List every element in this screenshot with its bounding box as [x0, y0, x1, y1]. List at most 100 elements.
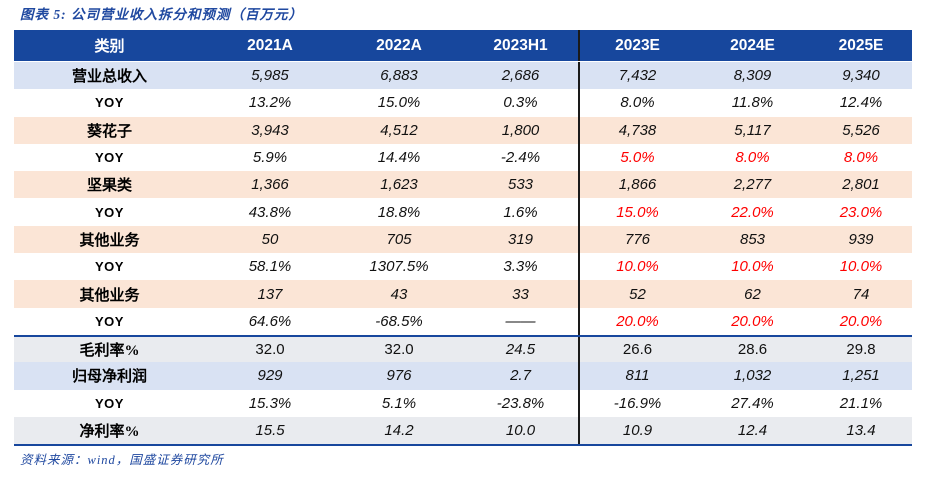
- row-label: YOY: [95, 259, 124, 275]
- table-cell: 6,883: [380, 67, 418, 85]
- row-label: 归母净利润: [71, 369, 147, 386]
- source-note: 资料来源：wind，国盛证券研究所: [20, 453, 224, 467]
- table-cell: 32.0: [384, 341, 414, 359]
- table-cell: 776: [624, 230, 651, 248]
- column-header-2023e: 2023E: [615, 36, 660, 54]
- row-label: YOY: [95, 204, 124, 220]
- table-cell: ——: [463, 307, 580, 335]
- table-cell: -2.4%: [463, 143, 580, 172]
- table-cell: 3,943: [251, 121, 289, 139]
- table-cell: 12.4: [737, 422, 768, 439]
- table-cell: 14.4%: [377, 149, 421, 167]
- table-row: 营业总收入 5,985 6,883 2,686 7,432 8,309 9,340: [14, 62, 912, 90]
- table-cell: 26.6: [622, 341, 653, 359]
- table-cell: 929: [257, 367, 283, 385]
- table-cell: 20.0%: [616, 312, 659, 330]
- table-cell: -68.5%: [375, 312, 423, 330]
- table-row: 毛利率% 32.0 32.0 24.5 26.6 28.6 29.8: [14, 334, 912, 363]
- table-header-row: 类别 2021A 2022A 2023H1 2023E 2024E 2025E: [14, 30, 912, 61]
- table-cell: 28.6: [737, 341, 768, 359]
- table-cell: 533: [463, 171, 580, 199]
- row-label: YOY: [95, 95, 124, 111]
- table-cell: 8.0%: [735, 149, 770, 167]
- table-cell: 62: [744, 285, 761, 303]
- table-cell: 5,985: [251, 67, 289, 85]
- table-cell: 2.7: [463, 362, 580, 390]
- table-cell: 20.0%: [731, 312, 774, 330]
- table-cell: 5.1%: [381, 394, 417, 412]
- table-cell: 2,277: [733, 176, 772, 194]
- table-cell: 43.8%: [248, 203, 292, 221]
- table-cell: 1.6%: [463, 198, 580, 226]
- table-cell: 8.0%: [843, 149, 879, 167]
- table-cell: 1,032: [733, 367, 772, 385]
- table-cell: 976: [386, 367, 412, 385]
- figure-title: 图表 5: 公司营业收入拆分和预测（百万元）: [20, 7, 303, 22]
- table-cell: 5,526: [842, 121, 880, 139]
- row-label: 净利率%: [79, 424, 140, 440]
- column-header-2025e: 2025E: [838, 36, 884, 54]
- table-row: 净利率% 15.5 14.2 10.0 10.9 12.4 13.4: [14, 416, 912, 445]
- table-cell: 33: [463, 280, 580, 308]
- table-cell: 10.9: [622, 422, 653, 439]
- table-cell: 7,432: [618, 67, 657, 85]
- table-cell: 52: [629, 285, 646, 303]
- table-cell: 853: [739, 230, 766, 248]
- row-label: 毛利率%: [79, 343, 140, 360]
- table-row: YOY 64.6% -68.5% —— 20.0% 20.0% 20.0%: [14, 307, 912, 335]
- table-cell: 29.8: [846, 341, 876, 359]
- table-cell: 15.0%: [616, 203, 659, 221]
- table-cell: 1,366: [251, 176, 289, 194]
- table-cell: 32.0: [255, 341, 285, 359]
- row-label: 其他业务: [79, 287, 140, 304]
- table-cell: 3.3%: [463, 253, 580, 281]
- table-cell: 10.0%: [839, 258, 883, 276]
- table-cell: 27.4%: [731, 394, 774, 412]
- table-cell: 137: [257, 285, 283, 303]
- row-label: 坚果类: [86, 178, 132, 195]
- table-cell: 18.8%: [377, 203, 421, 221]
- row-label: YOY: [95, 313, 124, 329]
- table-cell: 10.0%: [616, 258, 659, 276]
- table-cell: 12.4%: [839, 94, 883, 112]
- table-row: YOY 15.3% 5.1% -23.8% -16.9% 27.4% 21.1%: [14, 389, 912, 417]
- table-row: 其他业务 50 705 319 776 853 939: [14, 225, 912, 254]
- table-cell: 58.1%: [248, 258, 292, 276]
- table-cell: 811: [625, 367, 650, 385]
- table-row: YOY 58.1% 1307.5% 3.3% 10.0% 10.0% 10.0%: [14, 253, 912, 281]
- table-cell: 10.0%: [731, 258, 774, 276]
- table-cell: 8,309: [733, 67, 772, 85]
- table-cell: 5.0%: [620, 149, 655, 167]
- column-header-category: 类别: [94, 39, 125, 55]
- table-cell: 705: [386, 230, 412, 248]
- column-header-2021a: 2021A: [247, 36, 293, 54]
- table-cell: 74: [852, 285, 870, 303]
- table-cell: 4,512: [380, 121, 418, 139]
- table-row: YOY 13.2% 15.0% 0.3% 8.0% 11.8% 12.4%: [14, 89, 912, 117]
- table-body: 营业总收入 5,985 6,883 2,686 7,432 8,309 9,340 YOY 13…: [14, 62, 912, 445]
- table-cell: 15.5: [255, 422, 285, 439]
- table-cell: 13.2%: [248, 94, 292, 112]
- table-cell: 1,800: [463, 116, 580, 144]
- table-cell: 2,686: [463, 62, 580, 90]
- table-cell: 64.6%: [248, 312, 292, 330]
- column-header-2024e: 2024E: [730, 36, 775, 54]
- table-cell: 4,738: [618, 121, 657, 139]
- row-label: YOY: [95, 395, 124, 411]
- table-cell: 1,251: [842, 367, 880, 385]
- table-cell: 8.0%: [620, 94, 655, 112]
- table-cell: 2,801: [842, 176, 880, 194]
- table-cell: 9,340: [842, 67, 880, 85]
- table-cell: 15.3%: [248, 394, 292, 412]
- table-row: 归母净利润 929 976 2.7 811 1,032 1,251: [14, 362, 912, 390]
- table-cell: 10.0: [463, 416, 580, 445]
- table-row: YOY 43.8% 18.8% 1.6% 15.0% 22.0% 23.0%: [14, 198, 912, 226]
- table-cell: 13.4: [846, 422, 876, 439]
- table-cell: 23.0%: [839, 203, 883, 221]
- table-cell: 14.2: [384, 422, 414, 439]
- table-cell: 22.0%: [731, 203, 774, 221]
- table-cell: 1307.5%: [369, 258, 429, 276]
- row-label: 葵花子: [86, 123, 132, 140]
- row-label: 其他业务: [79, 232, 140, 249]
- table-cell: 50: [261, 230, 279, 248]
